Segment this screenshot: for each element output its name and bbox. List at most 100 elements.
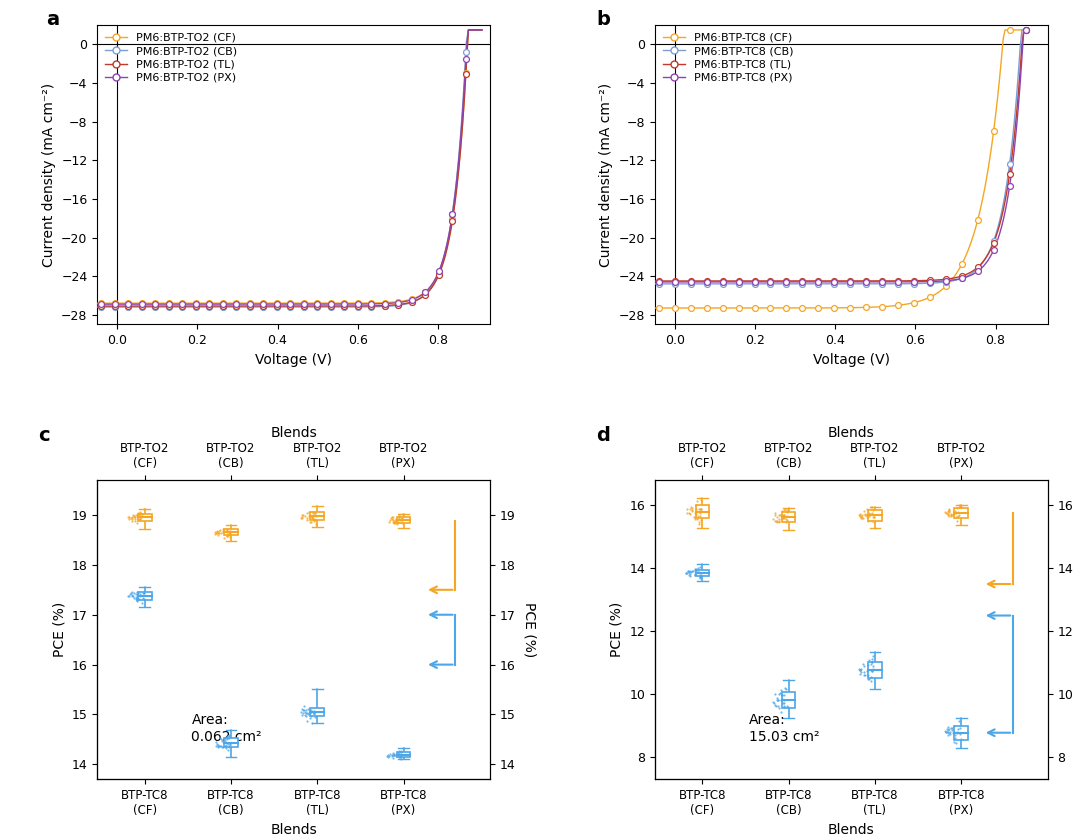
- Point: [685, 564, 702, 577]
- Point: [768, 691, 785, 705]
- Point: [769, 700, 786, 713]
- Bar: [955, 726, 968, 740]
- Point: [207, 739, 225, 753]
- Point: [856, 509, 874, 522]
- Point: [133, 299, 150, 313]
- Point: [841, 301, 859, 314]
- Point: [208, 737, 226, 751]
- Point: [874, 300, 891, 313]
- Point: [949, 510, 967, 523]
- Point: [698, 275, 715, 288]
- Point: [382, 512, 400, 525]
- Point: [174, 297, 191, 310]
- Point: [384, 747, 402, 760]
- Point: [943, 721, 960, 734]
- Point: [691, 568, 708, 582]
- Point: [212, 524, 229, 537]
- Point: [201, 297, 218, 311]
- Point: [946, 732, 963, 745]
- Point: [294, 508, 311, 521]
- Point: [774, 511, 792, 525]
- Point: [690, 517, 707, 530]
- Point: [121, 587, 138, 601]
- Point: [687, 562, 704, 576]
- Point: [302, 706, 320, 719]
- Point: [303, 510, 321, 524]
- Point: [768, 514, 785, 527]
- Point: [390, 296, 407, 309]
- Point: [684, 565, 701, 578]
- Point: [214, 297, 231, 310]
- Point: [130, 507, 147, 520]
- Point: [770, 693, 787, 706]
- Point: [106, 297, 123, 311]
- Point: [714, 302, 731, 315]
- Point: [689, 561, 706, 575]
- Point: [124, 589, 141, 603]
- Point: [298, 706, 315, 719]
- Point: [677, 566, 694, 580]
- Point: [940, 504, 957, 517]
- Point: [680, 506, 698, 520]
- Point: [386, 747, 403, 761]
- Bar: [955, 509, 968, 519]
- Point: [698, 277, 715, 291]
- Point: [687, 512, 704, 525]
- Point: [213, 739, 230, 753]
- Point: [864, 649, 881, 663]
- Point: [282, 299, 299, 313]
- Point: [124, 510, 141, 524]
- Point: [430, 265, 447, 278]
- Point: [282, 297, 299, 310]
- Point: [228, 297, 245, 310]
- Point: [132, 512, 149, 525]
- Point: [132, 510, 149, 523]
- Bar: [868, 661, 881, 678]
- Point: [303, 509, 321, 522]
- Point: [403, 296, 420, 309]
- Point: [395, 742, 413, 755]
- Point: [219, 525, 237, 538]
- Bar: [696, 570, 710, 577]
- Point: [268, 299, 285, 313]
- Point: [866, 515, 883, 529]
- Point: [746, 274, 764, 287]
- Point: [944, 724, 961, 737]
- Point: [863, 507, 880, 520]
- Point: [174, 297, 191, 311]
- Point: [301, 706, 319, 720]
- Point: [390, 298, 407, 312]
- Point: [774, 511, 792, 525]
- Point: [295, 297, 312, 311]
- Point: [307, 710, 324, 723]
- Point: [761, 277, 779, 291]
- Point: [123, 586, 140, 599]
- Point: [769, 510, 786, 523]
- Point: [775, 693, 793, 706]
- Point: [774, 509, 792, 522]
- Point: [691, 570, 708, 583]
- Point: [775, 509, 793, 522]
- Point: [865, 660, 882, 673]
- Point: [212, 732, 229, 746]
- Point: [683, 275, 700, 288]
- Point: [302, 513, 320, 526]
- Point: [854, 511, 872, 525]
- Point: [684, 501, 701, 515]
- Point: [865, 510, 882, 524]
- Point: [384, 748, 402, 762]
- Point: [954, 269, 971, 282]
- Point: [388, 515, 405, 529]
- Point: [125, 510, 143, 524]
- Point: [349, 297, 366, 310]
- Point: [393, 512, 410, 525]
- Point: [650, 275, 667, 288]
- Point: [950, 714, 968, 727]
- Point: [336, 299, 353, 313]
- Point: [127, 592, 145, 605]
- Point: [691, 502, 708, 515]
- Point: [217, 525, 234, 538]
- Point: [969, 265, 986, 278]
- Point: [1001, 179, 1018, 193]
- Point: [770, 514, 787, 527]
